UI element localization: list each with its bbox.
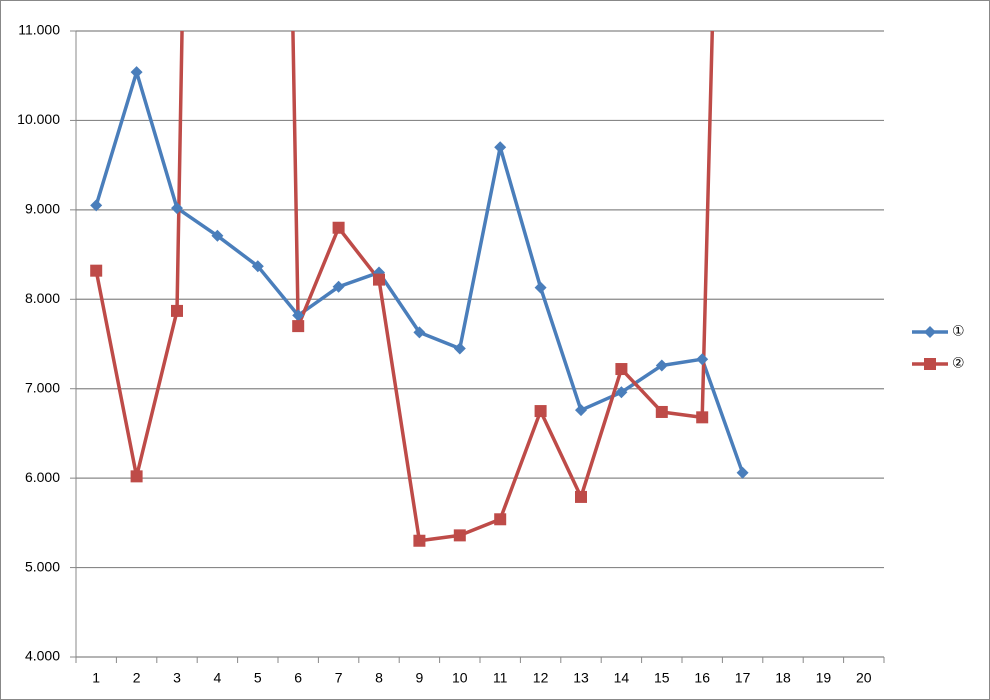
- y-tick-label: 9.000: [25, 201, 60, 217]
- marker: [413, 326, 426, 339]
- y-tick-label: 8.000: [25, 290, 60, 306]
- y-tick-label: 4.000: [25, 648, 60, 664]
- x-tick-label: 18: [775, 670, 791, 686]
- marker: [292, 309, 305, 322]
- marker: [332, 221, 345, 234]
- marker: [696, 411, 709, 424]
- x-tick-label: 14: [614, 670, 630, 686]
- x-tick-label: 12: [533, 670, 549, 686]
- marker: [171, 202, 183, 215]
- marker: [251, 260, 264, 273]
- x-tick-label: 15: [654, 670, 670, 686]
- x-tick-label: 11: [493, 670, 508, 686]
- x-tick-label: 1: [92, 670, 100, 686]
- x-tick-label: 10: [452, 670, 468, 686]
- legend-label: ①: [952, 323, 965, 339]
- x-tick-label: 16: [694, 670, 710, 686]
- legend-marker: [924, 358, 936, 370]
- y-tick-label: 11.000: [18, 22, 60, 38]
- marker: [534, 281, 547, 294]
- marker: [171, 304, 183, 317]
- x-tick-label: 4: [214, 670, 222, 686]
- x-tick-label: 17: [735, 670, 751, 686]
- marker: [575, 490, 587, 503]
- marker: [575, 404, 587, 417]
- x-tick-label: 20: [856, 670, 872, 686]
- marker: [90, 199, 103, 212]
- y-tick-label: 7.000: [25, 379, 60, 395]
- marker: [453, 529, 466, 542]
- x-tick-label: 6: [294, 670, 302, 686]
- x-tick-label: 8: [375, 670, 383, 686]
- marker: [90, 264, 103, 277]
- marker: [453, 342, 466, 355]
- marker: [615, 363, 628, 376]
- x-tick-label: 3: [173, 670, 181, 686]
- marker: [130, 66, 143, 79]
- marker: [292, 320, 305, 333]
- y-tick-label: 6.000: [25, 469, 60, 485]
- marker: [130, 470, 143, 483]
- legend-label: ②: [952, 355, 965, 371]
- y-tick-label: 10.000: [17, 111, 60, 127]
- marker: [373, 273, 385, 286]
- x-tick-label: 7: [335, 670, 343, 686]
- marker: [736, 466, 749, 479]
- legend-marker: [924, 326, 936, 338]
- marker: [615, 386, 628, 399]
- marker: [494, 141, 507, 154]
- marker: [534, 405, 547, 418]
- marker: [494, 513, 507, 526]
- marker: [655, 359, 668, 372]
- x-tick-label: 2: [133, 670, 141, 686]
- marker: [655, 405, 668, 418]
- x-tick-label: 5: [254, 670, 262, 686]
- marker: [332, 280, 345, 293]
- marker: [211, 229, 224, 242]
- marker: [696, 353, 709, 366]
- x-tick-label: 13: [573, 670, 589, 686]
- x-tick-label: 9: [416, 670, 424, 686]
- marker: [413, 534, 426, 547]
- x-tick-label: 19: [816, 670, 832, 686]
- y-tick-label: 5.000: [25, 558, 60, 574]
